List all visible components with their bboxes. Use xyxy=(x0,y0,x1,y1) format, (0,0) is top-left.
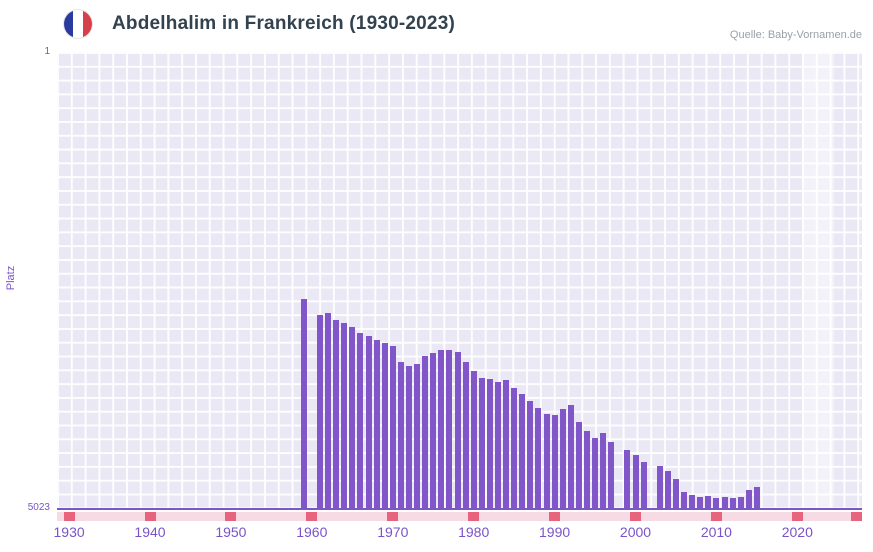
plot-area xyxy=(57,52,862,510)
bar[interactable] xyxy=(535,407,542,508)
bar[interactable] xyxy=(608,442,615,508)
bar[interactable] xyxy=(624,449,631,508)
bar[interactable] xyxy=(389,346,396,508)
y-tick-min: 5023 xyxy=(27,502,50,513)
x-tick-label: 1960 xyxy=(296,524,328,540)
france-flag-icon xyxy=(64,10,92,38)
bar[interactable] xyxy=(559,408,566,508)
bar[interactable] xyxy=(316,315,323,508)
bar[interactable] xyxy=(640,462,647,508)
bar[interactable] xyxy=(470,370,477,508)
navigator-decade-mark xyxy=(710,512,722,521)
x-tick-label: 1940 xyxy=(134,524,166,540)
bar[interactable] xyxy=(414,364,420,508)
chart-title: Abdelhalim in Frankreich (1930-2023) xyxy=(112,13,455,34)
bar[interactable] xyxy=(567,405,574,508)
x-tick-label: 1990 xyxy=(539,524,571,540)
bar[interactable] xyxy=(462,362,469,508)
x-tick-label: 2000 xyxy=(619,524,652,540)
bar[interactable] xyxy=(713,497,720,508)
bar[interactable] xyxy=(430,352,437,508)
x-axis: 1930 1940 1950 1960 1970 1980 1990 2000 2010 2020 xyxy=(53,524,862,544)
x-tick-label: 1970 xyxy=(377,524,409,540)
bar[interactable] xyxy=(405,366,412,508)
bar[interactable] xyxy=(349,327,356,508)
bar[interactable] xyxy=(543,414,550,508)
navigator-decade-mark xyxy=(306,512,318,521)
bar[interactable] xyxy=(600,433,607,508)
navigator-decade-mark xyxy=(144,512,156,521)
bar[interactable] xyxy=(753,486,760,508)
navigator-decade-mark xyxy=(630,512,641,521)
y-tick-max: 1 xyxy=(44,46,50,57)
bar[interactable] xyxy=(632,455,639,508)
bar[interactable] xyxy=(494,381,501,508)
bar[interactable] xyxy=(729,498,736,508)
bar[interactable] xyxy=(519,394,526,508)
bar[interactable] xyxy=(438,349,445,508)
flag-white-stripe xyxy=(73,10,83,38)
bar[interactable] xyxy=(705,495,712,508)
bar[interactable] xyxy=(365,336,372,508)
x-tick-label: 2010 xyxy=(700,524,732,540)
bar[interactable] xyxy=(397,362,404,508)
flag-blue-stripe xyxy=(64,10,74,38)
bar[interactable] xyxy=(325,313,331,508)
bar[interactable] xyxy=(664,471,671,508)
bar[interactable] xyxy=(737,497,744,508)
bar[interactable] xyxy=(478,377,485,508)
x-tick-label: 1950 xyxy=(215,524,247,540)
navigator-decade-mark xyxy=(387,512,399,521)
y-axis-label: Platz xyxy=(5,265,17,291)
bar[interactable] xyxy=(656,466,663,508)
navigator-decade-mark xyxy=(225,512,237,521)
bar[interactable] xyxy=(681,492,687,508)
bar[interactable] xyxy=(381,342,388,508)
x-tick-label: 1930 xyxy=(53,524,85,540)
bar[interactable] xyxy=(583,430,590,508)
bar[interactable] xyxy=(527,400,534,508)
navigator-decade-mark xyxy=(468,512,480,521)
bar[interactable] xyxy=(333,319,340,508)
bar[interactable] xyxy=(672,478,679,508)
navigator-decade-mark xyxy=(851,512,862,521)
bar[interactable] xyxy=(341,323,348,508)
bar[interactable] xyxy=(422,356,429,508)
bar[interactable] xyxy=(446,349,453,508)
bar[interactable] xyxy=(697,496,704,508)
recent-years-highlight-band xyxy=(802,52,835,508)
bar[interactable] xyxy=(300,298,307,508)
bar[interactable] xyxy=(511,387,518,508)
bar[interactable] xyxy=(486,378,493,508)
bar[interactable] xyxy=(503,379,509,508)
bar[interactable] xyxy=(357,332,364,508)
navigator-decade-mark xyxy=(63,512,75,521)
bar[interactable] xyxy=(551,415,558,508)
navigator-decade-mark xyxy=(791,512,803,521)
bar[interactable] xyxy=(454,351,461,508)
bar[interactable] xyxy=(689,495,696,508)
bar[interactable] xyxy=(721,496,728,508)
flag-red-stripe xyxy=(82,10,92,38)
timeline-navigator-strip[interactable] xyxy=(57,512,862,521)
x-tick-label: 2020 xyxy=(781,524,813,540)
bar[interactable] xyxy=(745,489,752,508)
navigator-decade-mark xyxy=(549,512,561,521)
bar[interactable] xyxy=(373,339,380,508)
bar[interactable] xyxy=(575,422,582,508)
bar[interactable] xyxy=(592,437,598,508)
source-attribution: Quelle: Baby-Vornamen.de xyxy=(729,29,862,41)
x-tick-label: 1980 xyxy=(458,524,490,540)
